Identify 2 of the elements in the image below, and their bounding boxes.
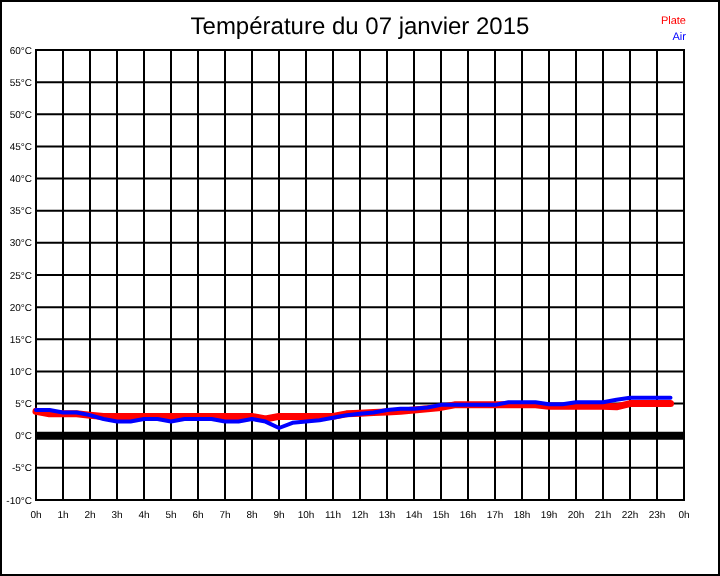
line-series xyxy=(34,395,673,430)
chart-title: Température du 07 janvier 2015 xyxy=(190,12,531,40)
